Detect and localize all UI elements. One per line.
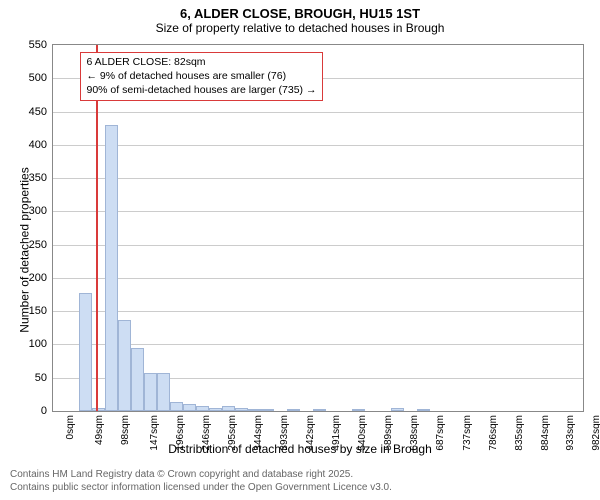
x-axis-label: Distribution of detached houses by size …: [0, 442, 600, 456]
x-tick-label: 98sqm: [120, 415, 131, 445]
chart-subtitle: Size of property relative to detached ho…: [0, 21, 600, 35]
chart-plot-area: 0501001502002503003504004505005500sqm49s…: [52, 44, 584, 412]
chart-container: 0501001502002503003504004505005500sqm49s…: [52, 44, 584, 412]
y-tick-label: 50: [35, 372, 47, 384]
histogram-bar: [222, 406, 235, 411]
histogram-bar: [170, 402, 183, 411]
footer-line: Contains HM Land Registry data © Crown c…: [10, 468, 392, 481]
footer-line: Contains public sector information licen…: [10, 481, 392, 494]
histogram-bar: [144, 373, 157, 411]
histogram-bar: [105, 125, 118, 411]
y-tick-label: 0: [41, 405, 47, 417]
histogram-bar: [261, 409, 274, 411]
y-tick-label: 500: [29, 72, 47, 84]
gridline: [53, 344, 583, 345]
histogram-bar: [209, 408, 222, 411]
chart-info-box: 6 ALDER CLOSE: 82sqm ← 9% of detached ho…: [80, 52, 324, 101]
gridline: [53, 311, 583, 312]
y-tick-label: 550: [29, 39, 47, 51]
histogram-bar: [79, 293, 92, 411]
y-tick-label: 250: [29, 239, 47, 251]
gridline: [53, 211, 583, 212]
info-box-line: 6 ALDER CLOSE: 82sqm: [87, 56, 317, 70]
y-tick-label: 400: [29, 139, 47, 151]
y-tick-label: 150: [29, 305, 47, 317]
gridline: [53, 112, 583, 113]
histogram-bar: [157, 373, 170, 411]
histogram-bar: [352, 409, 365, 411]
chart-title: 6, ALDER CLOSE, BROUGH, HU15 1ST: [0, 6, 600, 21]
info-box-line: 90% of semi-detached houses are larger (…: [87, 84, 317, 98]
x-tick-label: 49sqm: [94, 415, 105, 445]
info-box-line: ← 9% of detached houses are smaller (76): [87, 70, 317, 84]
histogram-bar: [183, 404, 196, 411]
histogram-bar: [391, 408, 404, 411]
gridline: [53, 245, 583, 246]
histogram-bar: [131, 348, 144, 411]
histogram-bar: [235, 408, 248, 411]
chart-footer: Contains HM Land Registry data © Crown c…: [10, 468, 392, 494]
gridline: [53, 278, 583, 279]
x-tick-label: 0sqm: [65, 415, 76, 439]
histogram-bar: [313, 409, 326, 411]
gridline: [53, 145, 583, 146]
histogram-bar: [287, 409, 300, 411]
y-tick-label: 350: [29, 172, 47, 184]
histogram-bar: [118, 320, 131, 411]
y-tick-label: 100: [29, 338, 47, 350]
histogram-bar: [248, 409, 261, 411]
gridline: [53, 178, 583, 179]
y-tick-label: 200: [29, 272, 47, 284]
y-tick-label: 450: [29, 106, 47, 118]
y-tick-label: 300: [29, 205, 47, 217]
histogram-bar: [196, 406, 209, 411]
histogram-bar: [417, 409, 430, 411]
